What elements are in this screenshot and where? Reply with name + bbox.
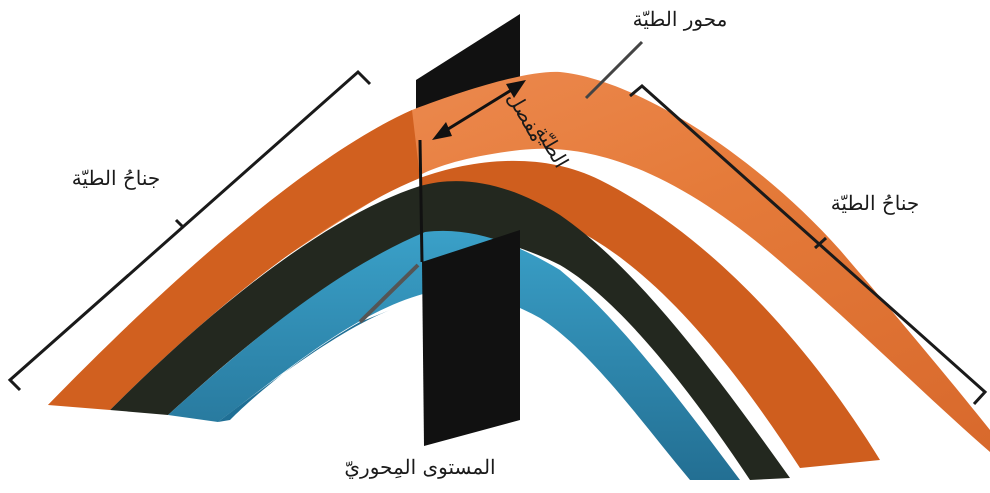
left-limb-label: جناحُ الطيّة <box>72 166 161 190</box>
left-limb-bracket <box>7 69 372 392</box>
right-limb-bracket <box>629 84 988 406</box>
fold-blue-underside <box>218 310 390 422</box>
hinge-arrowhead-left <box>432 122 452 140</box>
fold-orange-front-right <box>420 160 880 468</box>
fold-axis-line <box>584 40 644 100</box>
hinge-arrow <box>439 84 519 136</box>
fold-dark-layer <box>110 181 790 480</box>
fold-orange-front <box>48 110 420 410</box>
hinge-arrowhead-right <box>506 80 526 98</box>
axial-plane-trace <box>418 139 424 263</box>
fold-axis-line-lower <box>358 263 420 324</box>
fold-axis-label: محور الطيّة <box>633 7 728 31</box>
axial-plane-front <box>422 230 520 446</box>
axial-plane-label: المستوى المِحوريّ <box>344 455 495 479</box>
right-limb-label: جناحُ الطيّة <box>831 191 920 215</box>
